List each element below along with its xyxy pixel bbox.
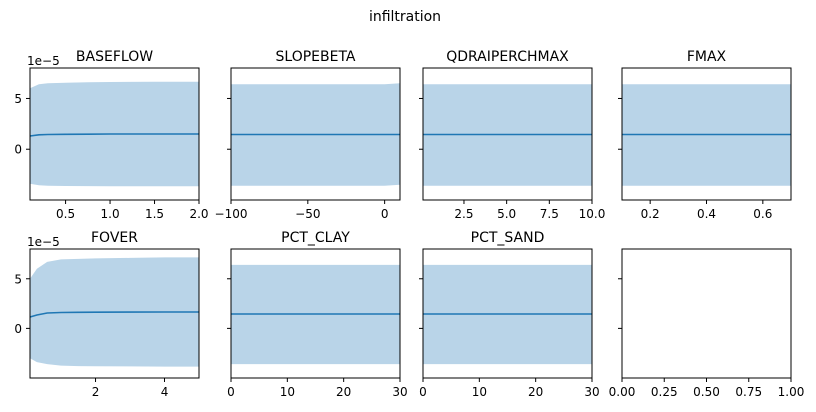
subplot-title: PCT_CLAY [281,230,350,246]
x-tick-label: 0.25 [651,385,678,399]
x-tick-label: 20 [336,385,351,399]
series-line [29,311,199,318]
axes-frame [422,67,593,201]
x-tick-label: 2.5 [454,207,473,221]
x-tick-label: 1.0 [101,207,120,221]
subplot-5: FOVER 2 4 0 5 1e−5 [14,230,200,399]
figure-suptitle: infiltration [369,9,441,25]
x-tick-label: 0.5 [56,207,75,221]
x-tick-label: 0.6 [753,207,772,221]
x-tick-label: 10.0 [579,207,606,221]
subplot-1: BASEFLOW 0.5 1.0 1.5 2.0 0 5 1e−5 [14,49,208,221]
x-tick-label: 0 [227,385,235,399]
x-tick-label: 20 [528,385,543,399]
axes-frame [29,248,200,379]
y-tick-label: 5 [14,92,22,106]
x-tick-label: 2.0 [189,207,208,221]
axes-frame [422,248,593,379]
x-tick-label: 30 [392,385,407,399]
subplot-title: SLOPEBETA [276,49,356,65]
y-tick-label: 0 [14,322,22,336]
axes-frame [621,248,792,379]
x-tick-label: 10 [280,385,295,399]
x-tick-label: −100 [215,207,248,221]
x-tick-label: 5.0 [497,207,516,221]
x-tick-label: 0 [381,207,389,221]
subplot-4: FMAX 0.2 0.4 0.6 [618,49,792,221]
y-tick-label: 5 [14,272,22,286]
subplot-2: SLOPEBETA −100 −50 0 [215,49,401,221]
axes-frame [230,67,401,201]
subplot-title: QDRAIPERCHMAX [446,49,569,65]
subplot-title: FOVER [91,230,138,246]
x-tick-label: 30 [584,385,599,399]
x-tick-label: 0.00 [609,385,636,399]
x-tick-label: 0.50 [693,385,720,399]
series-line [29,133,199,137]
subplot-8: 0.00 0.25 0.50 0.75 1.00 [609,248,805,399]
subplot-grid: BASEFLOW 0.5 1.0 1.5 2.0 0 5 1e−5 SLOPEBETA −100 −… [14,49,804,399]
x-tick-label: 0.4 [697,207,716,221]
x-tick-label: 7.5 [540,207,559,221]
y-tick-label: 0 [14,143,22,157]
subplot-3: QDRAIPERCHMAX 2.5 5.0 7.5 10.0 [419,49,605,221]
x-tick-label: 4 [161,385,169,399]
subplot-title: FMAX [687,49,727,65]
x-tick-label: −50 [295,207,320,221]
x-tick-label: 1.5 [145,207,164,221]
x-tick-label: 1.00 [778,385,805,399]
subplot-title: BASEFLOW [76,49,153,65]
subplot-title: PCT_SAND [471,230,545,246]
axes-frame [29,67,200,201]
x-tick-label: 0 [419,385,427,399]
x-tick-label: 0.75 [735,385,762,399]
subplot-6: PCT_CLAY 0 10 20 30 [227,230,408,399]
x-tick-label: 10 [472,385,487,399]
x-tick-label: 2 [92,385,100,399]
y-offset-label: 1e−5 [27,235,60,249]
y-offset-label: 1e−5 [27,54,60,68]
axes-frame [230,248,401,379]
x-tick-label: 0.2 [641,207,660,221]
subplot-7: PCT_SAND 0 10 20 30 [419,230,600,399]
